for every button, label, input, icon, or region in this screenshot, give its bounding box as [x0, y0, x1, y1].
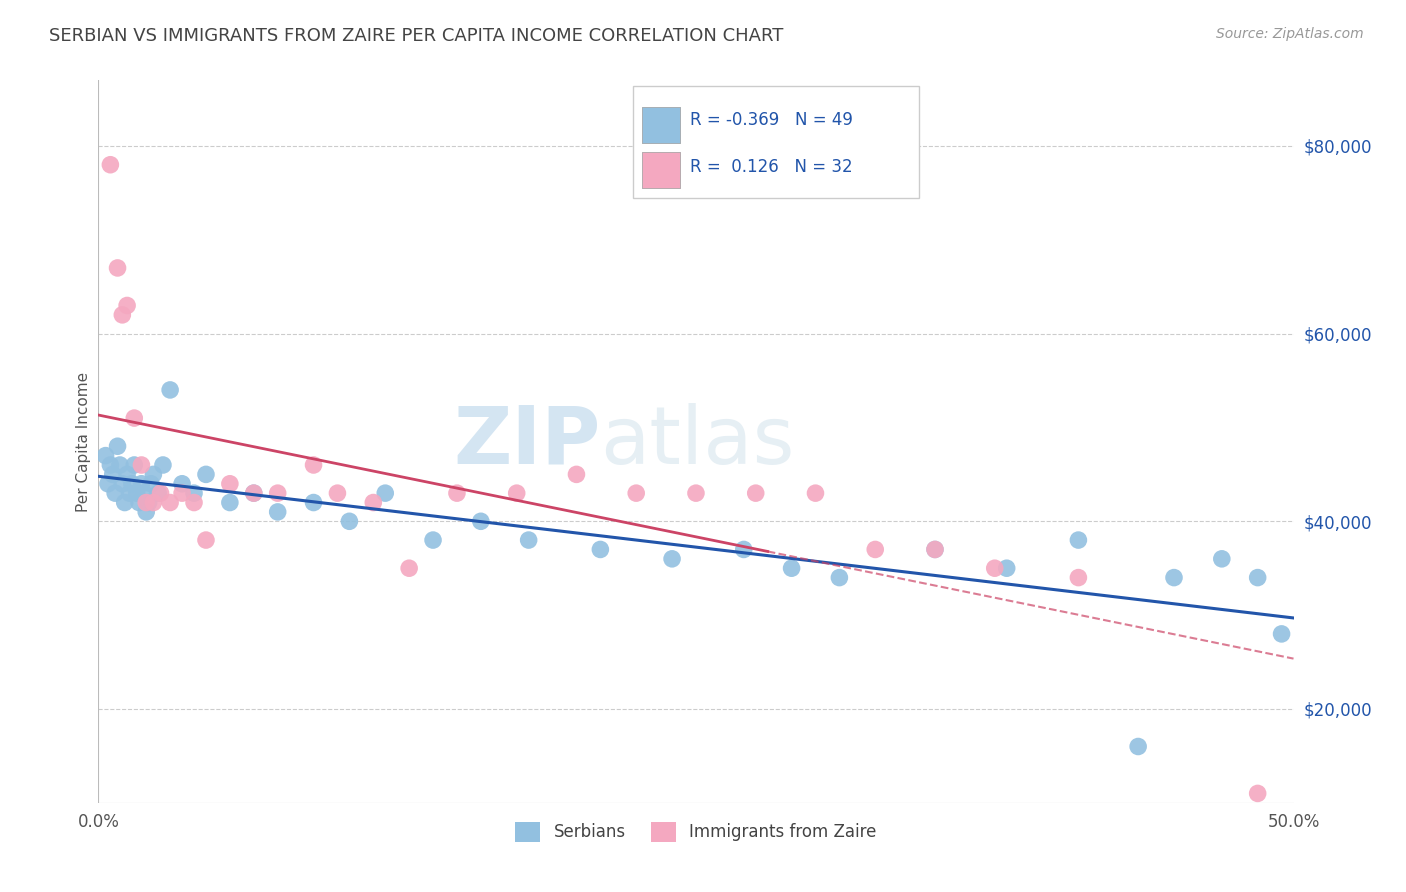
Point	[661, 551, 683, 566]
Point	[374, 486, 396, 500]
Point	[1163, 571, 1185, 585]
Point	[98, 158, 122, 172]
Text: R = -0.369   N = 49: R = -0.369 N = 49	[690, 111, 853, 129]
Point	[97, 476, 120, 491]
Point	[1247, 571, 1270, 585]
Point	[148, 486, 170, 500]
Point	[267, 486, 290, 500]
Point	[172, 486, 194, 500]
Y-axis label: Per Capita Income: Per Capita Income	[76, 371, 91, 512]
Point	[267, 505, 290, 519]
Point	[685, 486, 707, 500]
Text: atlas: atlas	[600, 402, 794, 481]
Point	[924, 542, 946, 557]
FancyBboxPatch shape	[643, 107, 681, 143]
Point	[172, 476, 194, 491]
Point	[446, 486, 468, 500]
Point	[138, 495, 160, 509]
Point	[1067, 571, 1090, 585]
Point	[101, 467, 124, 482]
Point	[219, 476, 242, 491]
Point	[1247, 786, 1270, 800]
Point	[131, 458, 153, 472]
Point	[984, 561, 1007, 575]
Point	[139, 476, 162, 491]
Point	[135, 505, 157, 519]
Point	[363, 495, 385, 509]
Point	[1271, 627, 1294, 641]
Text: R =  0.126   N = 32: R = 0.126 N = 32	[690, 158, 852, 176]
Point	[302, 458, 325, 472]
Point	[780, 561, 803, 575]
Point	[517, 533, 540, 547]
Point	[149, 486, 172, 500]
Point	[339, 514, 361, 528]
Point	[107, 439, 129, 453]
Point	[243, 486, 266, 500]
Point	[398, 561, 420, 575]
FancyBboxPatch shape	[633, 86, 920, 198]
Point	[422, 533, 444, 547]
Point	[183, 495, 205, 509]
Point	[828, 571, 851, 585]
Point	[104, 486, 127, 500]
Point	[565, 467, 588, 482]
Point	[128, 495, 150, 509]
Point	[114, 495, 136, 509]
Point	[326, 486, 349, 500]
Point	[243, 486, 266, 500]
Point	[804, 486, 827, 500]
Point	[470, 514, 492, 528]
Point	[142, 495, 165, 509]
Point	[107, 260, 129, 275]
Point	[159, 383, 181, 397]
FancyBboxPatch shape	[643, 152, 681, 188]
Point	[118, 486, 141, 500]
Point	[125, 486, 148, 500]
Point	[115, 298, 138, 312]
Point	[995, 561, 1018, 575]
Point	[111, 476, 134, 491]
Point	[98, 458, 122, 472]
Point	[626, 486, 648, 500]
Point	[94, 449, 117, 463]
FancyBboxPatch shape	[643, 107, 681, 143]
Point	[159, 495, 181, 509]
Point	[1128, 739, 1150, 754]
Point	[219, 495, 242, 509]
Point	[142, 467, 165, 482]
Point	[865, 542, 887, 557]
Point	[111, 308, 134, 322]
Point	[733, 542, 755, 557]
Point	[1211, 551, 1233, 566]
Point	[589, 542, 612, 557]
Point	[302, 495, 325, 509]
Text: SERBIAN VS IMMIGRANTS FROM ZAIRE PER CAPITA INCOME CORRELATION CHART: SERBIAN VS IMMIGRANTS FROM ZAIRE PER CAP…	[49, 27, 783, 45]
Point	[195, 467, 218, 482]
Text: ZIP: ZIP	[453, 402, 600, 481]
Point	[152, 458, 174, 472]
Legend: Serbians, Immigrants from Zaire: Serbians, Immigrants from Zaire	[509, 815, 883, 848]
Point	[183, 486, 205, 500]
Point	[124, 411, 146, 425]
Text: Source: ZipAtlas.com: Source: ZipAtlas.com	[1216, 27, 1364, 41]
Point	[195, 533, 218, 547]
Point	[124, 458, 146, 472]
Point	[108, 458, 131, 472]
Point	[135, 495, 157, 509]
Point	[121, 476, 143, 491]
Point	[131, 476, 153, 491]
Point	[1067, 533, 1090, 547]
Point	[506, 486, 529, 500]
Point	[132, 486, 155, 500]
FancyBboxPatch shape	[643, 152, 681, 188]
Point	[745, 486, 768, 500]
Point	[924, 542, 946, 557]
Point	[115, 467, 138, 482]
